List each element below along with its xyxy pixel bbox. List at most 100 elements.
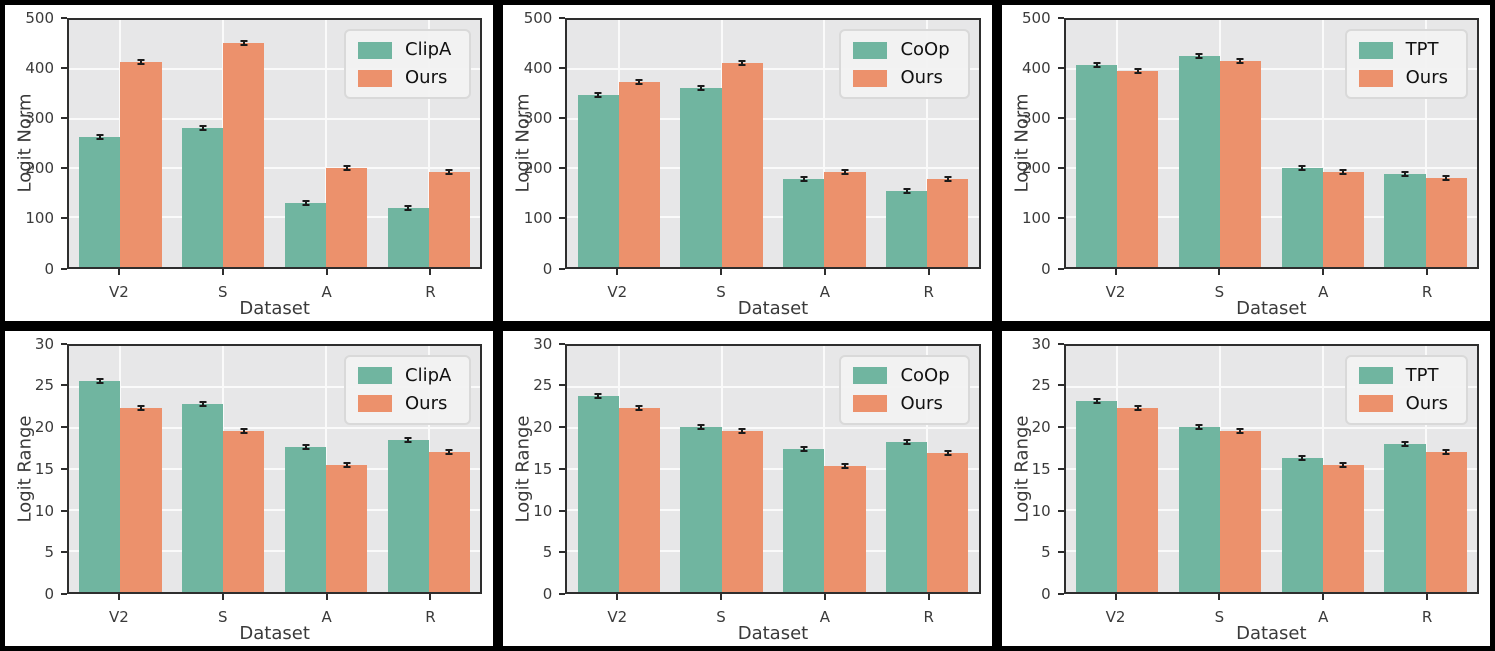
x-tick-mark [1218, 268, 1221, 275]
error-bar [1301, 165, 1304, 172]
error-bar [1342, 462, 1345, 469]
gridline-horizontal [567, 385, 979, 388]
bar-ours-r [1425, 449, 1467, 592]
y-tick-label: 200 [25, 159, 54, 178]
y-tick-label: 200 [523, 159, 553, 178]
x-tick-label: A [1318, 282, 1329, 301]
gridline-horizontal [69, 508, 481, 511]
x-tick-mark [927, 594, 930, 600]
y-tick-mark [61, 467, 67, 470]
legend-item-ours: Ours [853, 69, 949, 87]
legend-item-ours: Ours [1358, 67, 1448, 88]
legend-label: TPT [1405, 364, 1439, 386]
y-tick-label: 300 [25, 109, 54, 128]
gridline-vertical [1321, 20, 1324, 267]
legend-item-coop: CoOp [853, 366, 950, 385]
x-tick-mark [1426, 268, 1429, 275]
bar-coop-s [680, 84, 722, 267]
error-bar [1445, 175, 1448, 182]
y-tick-mark [559, 117, 566, 120]
gridline-horizontal [69, 426, 481, 429]
error-bar [345, 164, 348, 171]
x-tick-mark [221, 268, 224, 275]
legend: ClipA Ours [344, 354, 472, 425]
error-bar [700, 423, 702, 430]
y-tick-mark [61, 267, 67, 270]
bar-group-r [377, 346, 480, 592]
y-tick-mark [61, 384, 67, 387]
bar-group-s [670, 20, 773, 267]
bar-group-v2 [567, 20, 670, 267]
error-bar [1198, 423, 1201, 430]
y-tick-label: 30 [1031, 334, 1051, 353]
y-tick-label: 5 [1041, 543, 1051, 562]
x-tick-label: S [716, 282, 726, 301]
gridline-horizontal [69, 68, 481, 71]
bar-ours-a [824, 169, 866, 267]
bar-ours-s [1219, 427, 1262, 592]
y-tick-mark [61, 342, 67, 345]
error-bar [597, 92, 600, 99]
y-tick-mark [1057, 426, 1064, 428]
x-tick-mark [720, 268, 723, 275]
bar-tpt-v2 [1075, 398, 1118, 592]
bar-group-r [1374, 20, 1477, 267]
y-tick-label: 25 [34, 376, 54, 395]
bar-ours-s [721, 427, 763, 592]
gridline-horizontal [1065, 508, 1477, 511]
chart-panel-logit-range-tpt: Logit Range TPT Ours 0 5 10 15 20 25 30 V2 S A R Datas… [996, 325, 1495, 651]
gridline-horizontal [69, 166, 481, 169]
plot-area: TPT Ours [1063, 343, 1479, 594]
y-tick-label: 0 [542, 259, 553, 278]
x-tick-mark [720, 594, 723, 600]
error-bar [946, 175, 949, 182]
y-tick-mark [1057, 467, 1064, 470]
gridline-vertical [427, 20, 430, 267]
plot-area: CoOp Ours [565, 18, 981, 269]
x-tick-label: A [1318, 608, 1329, 626]
bar-ours-r [1425, 175, 1467, 267]
gridline-horizontal [567, 166, 979, 169]
y-tick-label: 500 [25, 9, 54, 27]
chart-panel-logit-norm-tpt: Logit Norm TPT Ours 0 100 200 300 400 500 V2 S A R Da… [996, 0, 1495, 326]
bar-groups [567, 346, 978, 592]
bar-group-v2 [69, 20, 172, 267]
y-tick-label: 5 [44, 543, 54, 562]
bar-ours-a [326, 164, 368, 267]
bar-group-s [1169, 346, 1272, 592]
bar-clipa-v2 [79, 134, 121, 267]
legend-item-tpt: TPT [1358, 41, 1448, 59]
gridline-horizontal [69, 549, 481, 552]
bar-ours-v2 [120, 59, 162, 267]
error-bar [448, 169, 451, 176]
y-tick-label: 400 [25, 59, 54, 78]
y-tick-label: 0 [542, 585, 553, 603]
x-tick-label: A [819, 282, 831, 301]
error-bar [139, 404, 142, 411]
y-tick-label: 20 [533, 418, 553, 436]
bar-ours-a [1322, 168, 1364, 267]
y-tick-mark [1057, 551, 1064, 554]
y-tick-label: 300 [523, 109, 553, 128]
gridline-horizontal [1065, 467, 1477, 470]
x-tick-label: A [819, 608, 831, 626]
y-tick-label: 15 [533, 459, 553, 478]
gridline-horizontal [567, 549, 979, 552]
x-tick-mark [823, 594, 826, 600]
y-tick-mark [1057, 67, 1064, 70]
gridline-horizontal [1065, 68, 1477, 71]
bar-ours-v2 [120, 404, 162, 592]
x-tick-label: R [425, 608, 436, 626]
bar-groups [69, 20, 480, 267]
plot-area: ClipA Ours [67, 343, 483, 594]
error-bar [201, 400, 204, 407]
y-tick-label: 100 [1022, 209, 1051, 228]
y-tick-mark [61, 551, 67, 554]
error-bar [242, 427, 245, 434]
y-tick-mark [61, 593, 67, 595]
gridline-horizontal [567, 216, 979, 219]
x-tick-mark [325, 594, 328, 600]
x-axis-label: Dataset [1236, 297, 1307, 319]
legend-label: Ours [1405, 67, 1448, 88]
y-tick-label: 0 [44, 585, 54, 603]
